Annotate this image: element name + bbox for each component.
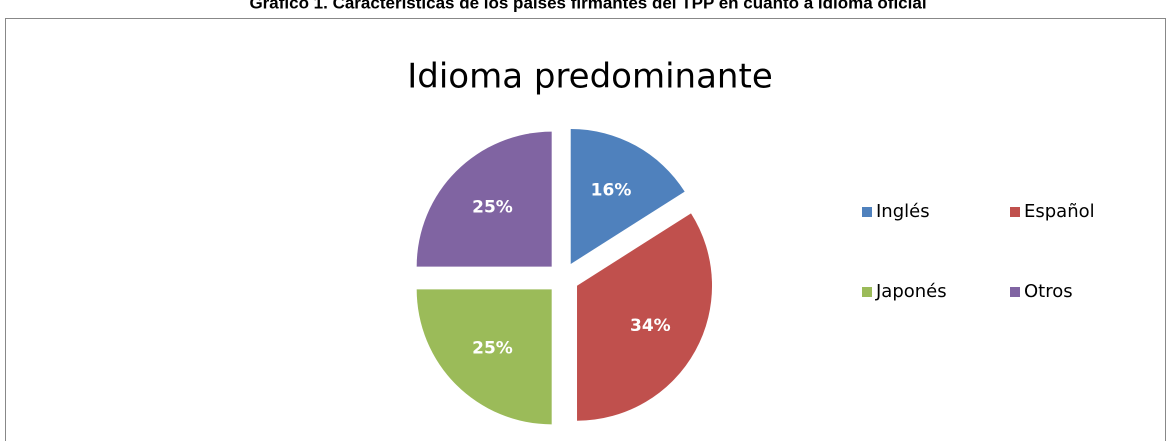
pie-slice [570, 128, 685, 264]
legend-swatch [1010, 287, 1020, 297]
pie-slice [416, 289, 552, 425]
data-label: 25% [472, 338, 513, 358]
legend-label: Inglés [876, 201, 930, 222]
pie-slice [577, 213, 713, 421]
data-label: 34% [630, 316, 671, 336]
data-label: 25% [472, 198, 513, 218]
pie-slice [416, 131, 552, 267]
legend-swatch [862, 207, 872, 217]
caption: Gráfico 1. Características de los países… [249, 0, 926, 12]
legend-label: Otros [1024, 281, 1073, 302]
chart-title: Idioma predominante [407, 57, 772, 97]
legend-label: Japonés [875, 281, 947, 302]
legend-swatch [1010, 207, 1020, 217]
legend-swatch [862, 287, 872, 297]
legend-label: Español [1024, 201, 1095, 222]
data-label: 16% [591, 181, 632, 201]
